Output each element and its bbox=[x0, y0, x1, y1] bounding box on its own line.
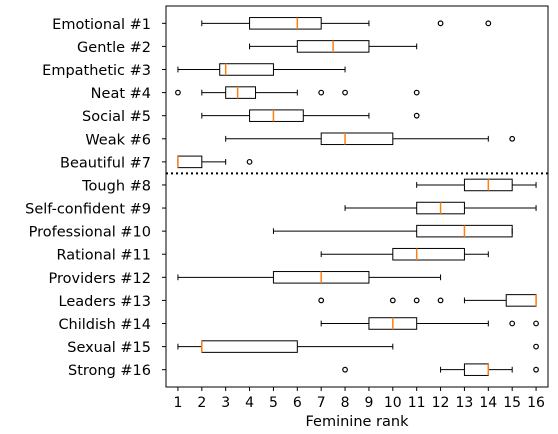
y-tick-label: Sexual #15 bbox=[67, 340, 151, 356]
plot-area-frame bbox=[165, 5, 549, 388]
outlier-point bbox=[175, 89, 181, 96]
box-group bbox=[344, 201, 537, 215]
x-tick-label: 4 bbox=[245, 395, 254, 411]
box-group bbox=[342, 363, 539, 376]
y-tick-label: Empathetic #3 bbox=[42, 63, 151, 79]
box-group bbox=[249, 40, 418, 53]
box-group bbox=[177, 340, 539, 353]
y-tick-label: Beautiful #7 bbox=[60, 155, 151, 171]
outlier-point bbox=[413, 112, 420, 119]
outlier-point bbox=[509, 135, 516, 142]
iqr-box bbox=[463, 363, 489, 376]
outlier-point bbox=[318, 89, 325, 96]
y-tick-label: Leaders #13 bbox=[59, 294, 151, 310]
iqr-box bbox=[219, 63, 274, 76]
y-tick-label: Providers #12 bbox=[49, 271, 151, 287]
y-tick-label: Emotional #1 bbox=[52, 17, 151, 33]
box-group bbox=[320, 317, 539, 330]
box-group bbox=[175, 86, 420, 99]
x-tick-label: 10 bbox=[384, 395, 402, 411]
outlier-point bbox=[318, 297, 325, 304]
x-tick-label: 11 bbox=[408, 395, 426, 411]
box-group bbox=[201, 17, 492, 30]
iqr-box bbox=[201, 340, 298, 353]
y-tick-label: Professional #10 bbox=[29, 225, 151, 241]
outlier-point bbox=[437, 20, 444, 27]
box-group bbox=[177, 271, 442, 284]
outlier-point bbox=[342, 89, 348, 96]
outlier-point bbox=[533, 343, 539, 350]
y-tick-label: Strong #16 bbox=[68, 363, 151, 379]
x-tick-label: 7 bbox=[317, 395, 326, 411]
box-group bbox=[320, 247, 489, 261]
box-group bbox=[201, 109, 420, 122]
box-group bbox=[272, 224, 513, 238]
iqr-box bbox=[505, 294, 537, 307]
y-tick-label: Neat #4 bbox=[91, 86, 151, 102]
outlier-point bbox=[533, 366, 539, 373]
x-tick-label: 16 bbox=[527, 395, 545, 411]
y-tick-label: Rational #11 bbox=[56, 248, 151, 264]
iqr-box bbox=[249, 17, 322, 30]
outlier-point bbox=[246, 158, 253, 165]
y-tick-label: Self-confident #9 bbox=[25, 202, 151, 218]
x-tick-label: 9 bbox=[364, 395, 373, 411]
outlier-point bbox=[413, 297, 420, 304]
box-group bbox=[416, 178, 537, 192]
x-tick-label: 15 bbox=[503, 395, 521, 411]
x-tick-label: 12 bbox=[432, 395, 450, 411]
y-tick-label: Tough #8 bbox=[81, 178, 151, 194]
x-tick-label: 13 bbox=[456, 395, 474, 411]
labels-layer: Emotional #1 Gentle #2 Empathetic #3 Neat #… bbox=[25, 17, 545, 411]
outlier-point bbox=[413, 89, 420, 96]
y-tick-label: Social #5 bbox=[82, 109, 151, 125]
box-group bbox=[177, 155, 253, 169]
iqr-box bbox=[320, 132, 394, 146]
x-tick-label: 6 bbox=[293, 395, 302, 411]
x-tick-label: 1 bbox=[173, 395, 182, 411]
iqr-box bbox=[225, 86, 257, 99]
outlier-point bbox=[389, 297, 396, 304]
outlier-point bbox=[509, 320, 516, 327]
boxes-layer bbox=[175, 17, 539, 376]
y-tick-label: Weak #6 bbox=[85, 132, 151, 148]
x-tick-label: 2 bbox=[197, 395, 206, 411]
box-group bbox=[225, 132, 516, 146]
box-group bbox=[318, 294, 537, 307]
x-axis-title: Feminine rank bbox=[306, 414, 410, 430]
outlier-point bbox=[533, 320, 539, 327]
iqr-box bbox=[177, 155, 203, 169]
y-tick-label: Childish #14 bbox=[58, 317, 151, 333]
outlier-point bbox=[437, 297, 444, 304]
outlier-point bbox=[342, 366, 348, 373]
x-tick-label: 5 bbox=[269, 395, 278, 411]
y-tick-label: Gentle #2 bbox=[77, 40, 151, 56]
x-tick-label: 3 bbox=[221, 395, 230, 411]
x-tick-label: 14 bbox=[479, 395, 497, 411]
x-tick-label: 8 bbox=[341, 395, 350, 411]
outlier-point bbox=[485, 20, 492, 27]
box-group bbox=[177, 63, 346, 76]
iqr-box bbox=[392, 247, 465, 261]
iqr-box bbox=[249, 109, 304, 122]
